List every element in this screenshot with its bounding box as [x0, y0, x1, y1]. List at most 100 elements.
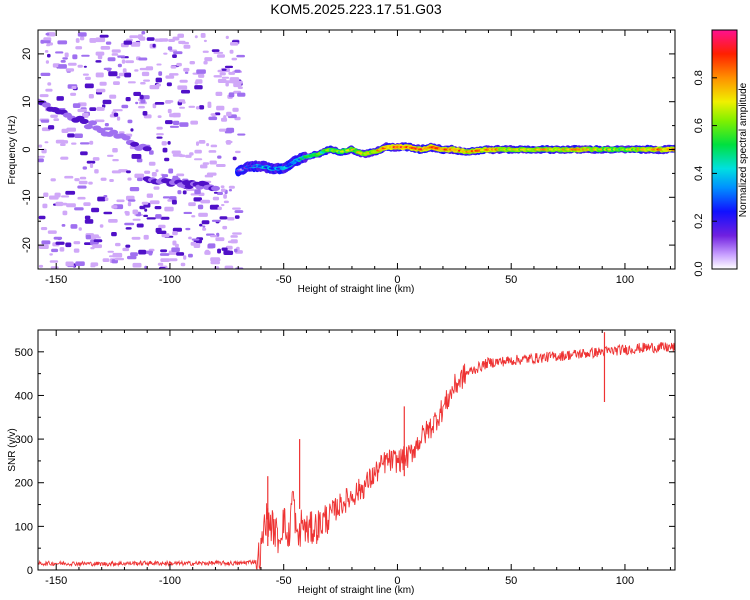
noise-speckle — [49, 195, 59, 200]
noise-speckle — [62, 57, 68, 60]
streak-blob — [130, 141, 140, 147]
snr-line — [38, 342, 675, 570]
noise-speckle — [121, 104, 129, 109]
snr-frame — [37, 329, 676, 571]
noise-speckle — [111, 53, 119, 56]
noise-speckle — [154, 206, 162, 210]
noise-speckle — [165, 75, 175, 79]
noise-speckle — [94, 169, 99, 174]
noise-speckle — [80, 142, 90, 145]
noise-speckle — [227, 240, 235, 244]
snr-x-label: Height of straight line (km) — [298, 585, 415, 596]
noise-speckle — [55, 201, 64, 207]
noise-speckle — [113, 81, 120, 85]
noise-speckle — [134, 173, 145, 178]
noise-speckle — [154, 102, 165, 105]
noise-speckle — [146, 193, 153, 198]
y-tick-label: 0 — [27, 565, 33, 577]
noise-speckle — [78, 227, 82, 231]
noise-speckle — [173, 51, 183, 55]
noise-speckle — [221, 76, 230, 79]
noise-speckle — [158, 71, 163, 76]
noise-speckle — [47, 53, 51, 58]
noise-speckle — [183, 44, 191, 49]
noise-speckle — [172, 120, 180, 125]
noise-speckle — [135, 101, 139, 105]
noise-speckle — [97, 54, 103, 60]
noise-speckle — [226, 140, 231, 145]
y-tick-label: -20 — [21, 237, 33, 253]
noise-speckle — [231, 57, 238, 61]
noise-speckle — [130, 41, 141, 47]
noise-speckle — [218, 128, 227, 132]
noise-speckle — [143, 95, 150, 100]
noise-speckle — [64, 52, 69, 58]
noise-speckle — [89, 163, 94, 168]
y-tick-label: -10 — [21, 189, 33, 205]
noise-speckle — [112, 159, 119, 162]
noise-speckle — [65, 190, 76, 195]
noise-speckle — [172, 227, 182, 232]
noise-speckle — [156, 133, 164, 136]
noise-speckle — [84, 83, 94, 89]
noise-speckle — [149, 85, 160, 90]
noise-speckle — [189, 61, 195, 65]
noise-speckle — [195, 106, 200, 110]
noise-speckle — [195, 79, 203, 84]
noise-speckle — [162, 196, 171, 199]
noise-speckle — [53, 118, 60, 121]
noise-speckle — [127, 81, 136, 84]
noise-speckle — [198, 140, 206, 144]
noise-speckle — [127, 119, 133, 124]
noise-speckle — [207, 103, 212, 108]
y-tick-label: 0 — [21, 146, 33, 152]
x-tick-label: -150 — [45, 274, 67, 286]
noise-speckle — [126, 170, 131, 174]
noise-speckle — [157, 115, 162, 118]
x-tick-label: -150 — [45, 575, 67, 587]
noise-speckle — [60, 157, 68, 160]
noise-speckle — [50, 114, 58, 118]
streak-blob — [83, 124, 93, 130]
x-tick-label: 100 — [616, 575, 634, 587]
noise-speckle — [174, 243, 179, 248]
snr-y-ticks: 0 100 200 300 400 500 — [15, 329, 675, 577]
noise-speckle — [185, 154, 192, 158]
noise-speckle — [146, 217, 156, 220]
noise-speckle — [152, 103, 157, 109]
noise-speckle — [182, 190, 187, 195]
noise-speckle — [232, 156, 237, 161]
x-tick-label: -100 — [159, 274, 181, 286]
noise-speckle — [165, 120, 173, 125]
noise-speckle — [186, 188, 195, 191]
spectrogram-streaks — [38, 98, 220, 192]
noise-speckle — [156, 230, 167, 234]
y-tick-label: 500 — [15, 347, 33, 359]
noise-speckle — [188, 253, 193, 258]
noise-speckle — [215, 237, 225, 242]
noise-speckle — [194, 158, 203, 161]
noise-speckle — [188, 236, 192, 240]
noise-speckle — [181, 89, 190, 94]
noise-speckle — [73, 241, 81, 245]
noise-speckle — [86, 160, 96, 164]
snr-y-label: SNR (v/v) — [7, 428, 18, 471]
noise-speckle — [74, 178, 80, 182]
noise-speckle — [216, 54, 225, 58]
noise-speckle — [125, 97, 131, 102]
noise-speckle — [178, 99, 186, 103]
noise-speckle — [95, 51, 105, 56]
noise-speckle — [50, 178, 56, 182]
noise-speckle — [84, 215, 91, 220]
noise-speckle — [203, 60, 208, 65]
streak-blob — [121, 135, 131, 141]
noise-speckle — [55, 51, 64, 54]
noise-speckle — [228, 189, 232, 192]
noise-speckle — [194, 85, 203, 90]
x-tick-label: 0 — [394, 274, 400, 286]
noise-speckle — [194, 35, 198, 39]
noise-speckle — [109, 94, 117, 99]
noise-speckle — [237, 86, 243, 89]
noise-speckle — [67, 62, 77, 66]
